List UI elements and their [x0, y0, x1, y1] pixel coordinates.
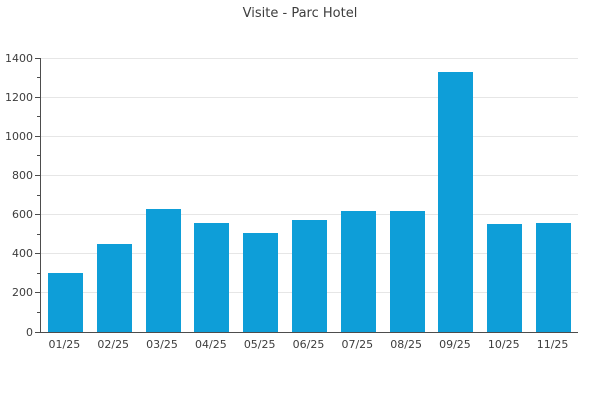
y-minor-tick-700	[37, 194, 40, 196]
bar-05/25	[243, 233, 279, 332]
gridline-1000	[41, 135, 578, 137]
bar-04/25	[194, 223, 230, 332]
x-tick-label-08/25: 08/25	[390, 338, 422, 351]
y-minor-tick-300	[37, 272, 40, 274]
y-minor-tick-100	[37, 311, 40, 313]
x-tick-label-06/25: 06/25	[292, 338, 325, 351]
bar-08/25	[389, 210, 425, 332]
x-tick-label-05/25: 05/25	[243, 338, 276, 351]
gridline-1200	[41, 96, 578, 98]
chart-title: Visite - Parc Hotel	[242, 6, 358, 21]
y-tick-label-400: 400	[12, 247, 33, 261]
y-tick-label-600: 600	[12, 208, 33, 222]
y-major-tick-1000	[35, 135, 40, 137]
gridline-1400	[41, 57, 578, 59]
x-tick-label-01/25: 01/25	[48, 338, 81, 351]
x-tick-label-03/25: 03/25	[146, 338, 178, 351]
x-tick-label-11/25: 11/25	[536, 338, 569, 351]
bar-10/25	[487, 224, 523, 332]
y-tick-label-1200: 1200	[5, 90, 33, 104]
bar-09/25	[438, 71, 474, 332]
y-tick-label-1000: 1000	[5, 129, 33, 143]
x-tick-label-10/25: 10/25	[487, 338, 520, 351]
y-minor-tick-900	[37, 155, 40, 157]
bar-03/25	[145, 208, 181, 332]
y-major-tick-600	[35, 214, 40, 216]
y-tick-label-200: 200	[12, 286, 33, 300]
y-tick-label-0: 0	[26, 325, 33, 339]
bar-06/25	[292, 220, 327, 332]
y-major-tick-1200	[35, 96, 40, 98]
y-major-tick-800	[35, 174, 40, 176]
y-minor-tick-1100	[37, 116, 40, 118]
y-major-tick-1400	[35, 57, 40, 59]
y-minor-tick-1300	[37, 77, 40, 79]
x-tick-label-07/25: 07/25	[341, 338, 374, 351]
x-tick-label-04/25: 04/25	[195, 338, 227, 351]
x-tick-label-09/25: 09/25	[439, 338, 471, 351]
bar-11/25	[536, 223, 572, 332]
bar-01/25	[47, 273, 83, 332]
y-major-tick-200	[35, 292, 40, 294]
x-tick-label-02/25: 02/25	[97, 338, 130, 351]
bar-07/25	[340, 210, 376, 332]
y-tick-label-800: 800	[12, 168, 33, 182]
gridline-600	[41, 214, 578, 216]
y-tick-label-1400: 1400	[5, 51, 33, 65]
bar-02/25	[96, 243, 132, 332]
y-major-tick-0	[35, 331, 40, 333]
y-major-tick-400	[35, 253, 40, 255]
gridline-800	[41, 174, 578, 176]
plot-area	[35, 57, 578, 333]
y-minor-tick-500	[37, 233, 40, 235]
